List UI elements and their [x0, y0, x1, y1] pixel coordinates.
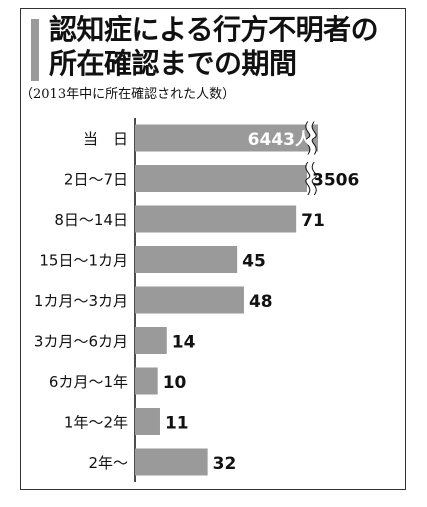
bar: [135, 124, 318, 152]
category-label: 3カ月～6カ月: [34, 333, 128, 351]
chart-frame: 認知症による行方不明者の 所在確認までの期間: [20, 8, 406, 490]
value-label: 10: [163, 373, 187, 393]
category-label: 1カ月～3カ月: [34, 292, 128, 310]
bar: [135, 286, 244, 314]
bar: [135, 246, 238, 273]
value-label: 71: [301, 211, 325, 231]
value-label: 48: [249, 292, 273, 312]
value-label: 6443人: [248, 130, 313, 150]
category-label: 1年～2年: [64, 414, 128, 432]
category-label: 15日～1カ月: [39, 252, 128, 270]
chart-title: 認知症による行方不明者の 所在確認までの期間: [49, 13, 401, 81]
chart-title-line2: 所在確認までの期間: [49, 47, 297, 80]
title-accent-bar: [31, 19, 39, 81]
category-label: 2日～7日: [64, 171, 128, 189]
bar: [135, 327, 167, 354]
value-label: 11: [165, 414, 189, 434]
category-label: 6カ月～1年: [49, 373, 128, 391]
axis-break-line: [311, 161, 317, 196]
category-label: 8日～14日: [54, 211, 128, 229]
bar: [135, 367, 158, 395]
bar: [135, 165, 307, 192]
bar: [135, 205, 297, 233]
axis-break-gap: [306, 119, 316, 157]
axis-break-line: [311, 121, 317, 155]
category-label: 当 日: [83, 130, 128, 148]
bar: [135, 448, 208, 476]
value-label: 3506: [312, 171, 359, 191]
value-label: 45: [242, 252, 266, 272]
category-label: 2年～: [88, 454, 128, 472]
axis-break-line: [305, 121, 311, 155]
chart-subtitle: （2013年中に所在確認された人数）: [20, 87, 236, 102]
axis-break-gap: [306, 160, 316, 197]
value-label: 14: [172, 333, 196, 353]
value-label: 32: [213, 454, 237, 474]
chart-title-line1: 認知症による行方不明者の: [49, 13, 379, 46]
bar: [135, 408, 160, 435]
axis-break-line: [305, 161, 311, 196]
